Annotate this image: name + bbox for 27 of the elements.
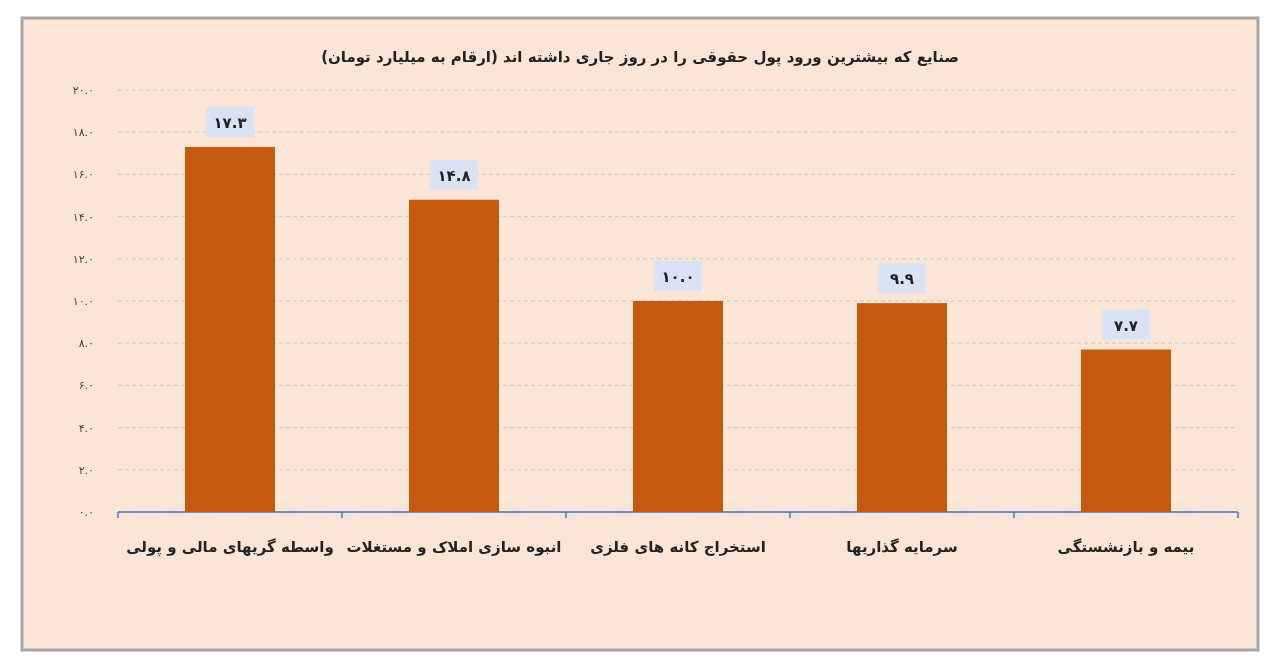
y-tick-label: ۴.۰ [78,421,94,435]
y-tick-label: ۱۶.۰ [72,168,94,182]
y-tick-label: ۲.۰ [78,463,94,477]
x-tick-label: واسطه گریهای مالی و پولی [126,538,334,557]
bar [1081,349,1171,512]
data-label: ۷.۷ [1113,316,1139,335]
x-tick-label: سرمایه گذاریها [846,538,958,556]
bar [633,301,723,512]
bar [185,146,275,512]
bar [409,199,499,512]
y-tick-label: ۱۰.۰ [72,295,94,308]
x-tick-label: استخراج کانه های فلزی [590,538,766,556]
y-tick-label: ۱۴.۰ [72,210,94,224]
y-tick-label: ۶.۰ [78,379,94,393]
y-tick-label: ۰.۰ [78,506,94,519]
y-tick-label: ۲۰.۰ [72,84,94,97]
data-label: ۱۴.۸ [437,166,471,185]
data-label: ۱۰.۰ [661,268,695,286]
y-tick-label: ۱۲.۰ [72,252,94,266]
chart-title: صنایع که بیشترین ورود پول حقوقی را در روز جاری داشته اند (ارقام به میلیارد تومان) [321,48,959,67]
y-tick-label: ۸.۰ [78,337,94,351]
x-tick-label: انبوه سازی املاک و مستغلات [346,538,562,556]
bar [857,303,947,512]
data-label: ۹.۹ [889,270,915,289]
y-tick-label: ۱۸.۰ [72,126,94,140]
x-tick-label: بیمه و بازنشستگی [1057,538,1195,556]
data-label: ۱۷.۳ [213,113,247,132]
